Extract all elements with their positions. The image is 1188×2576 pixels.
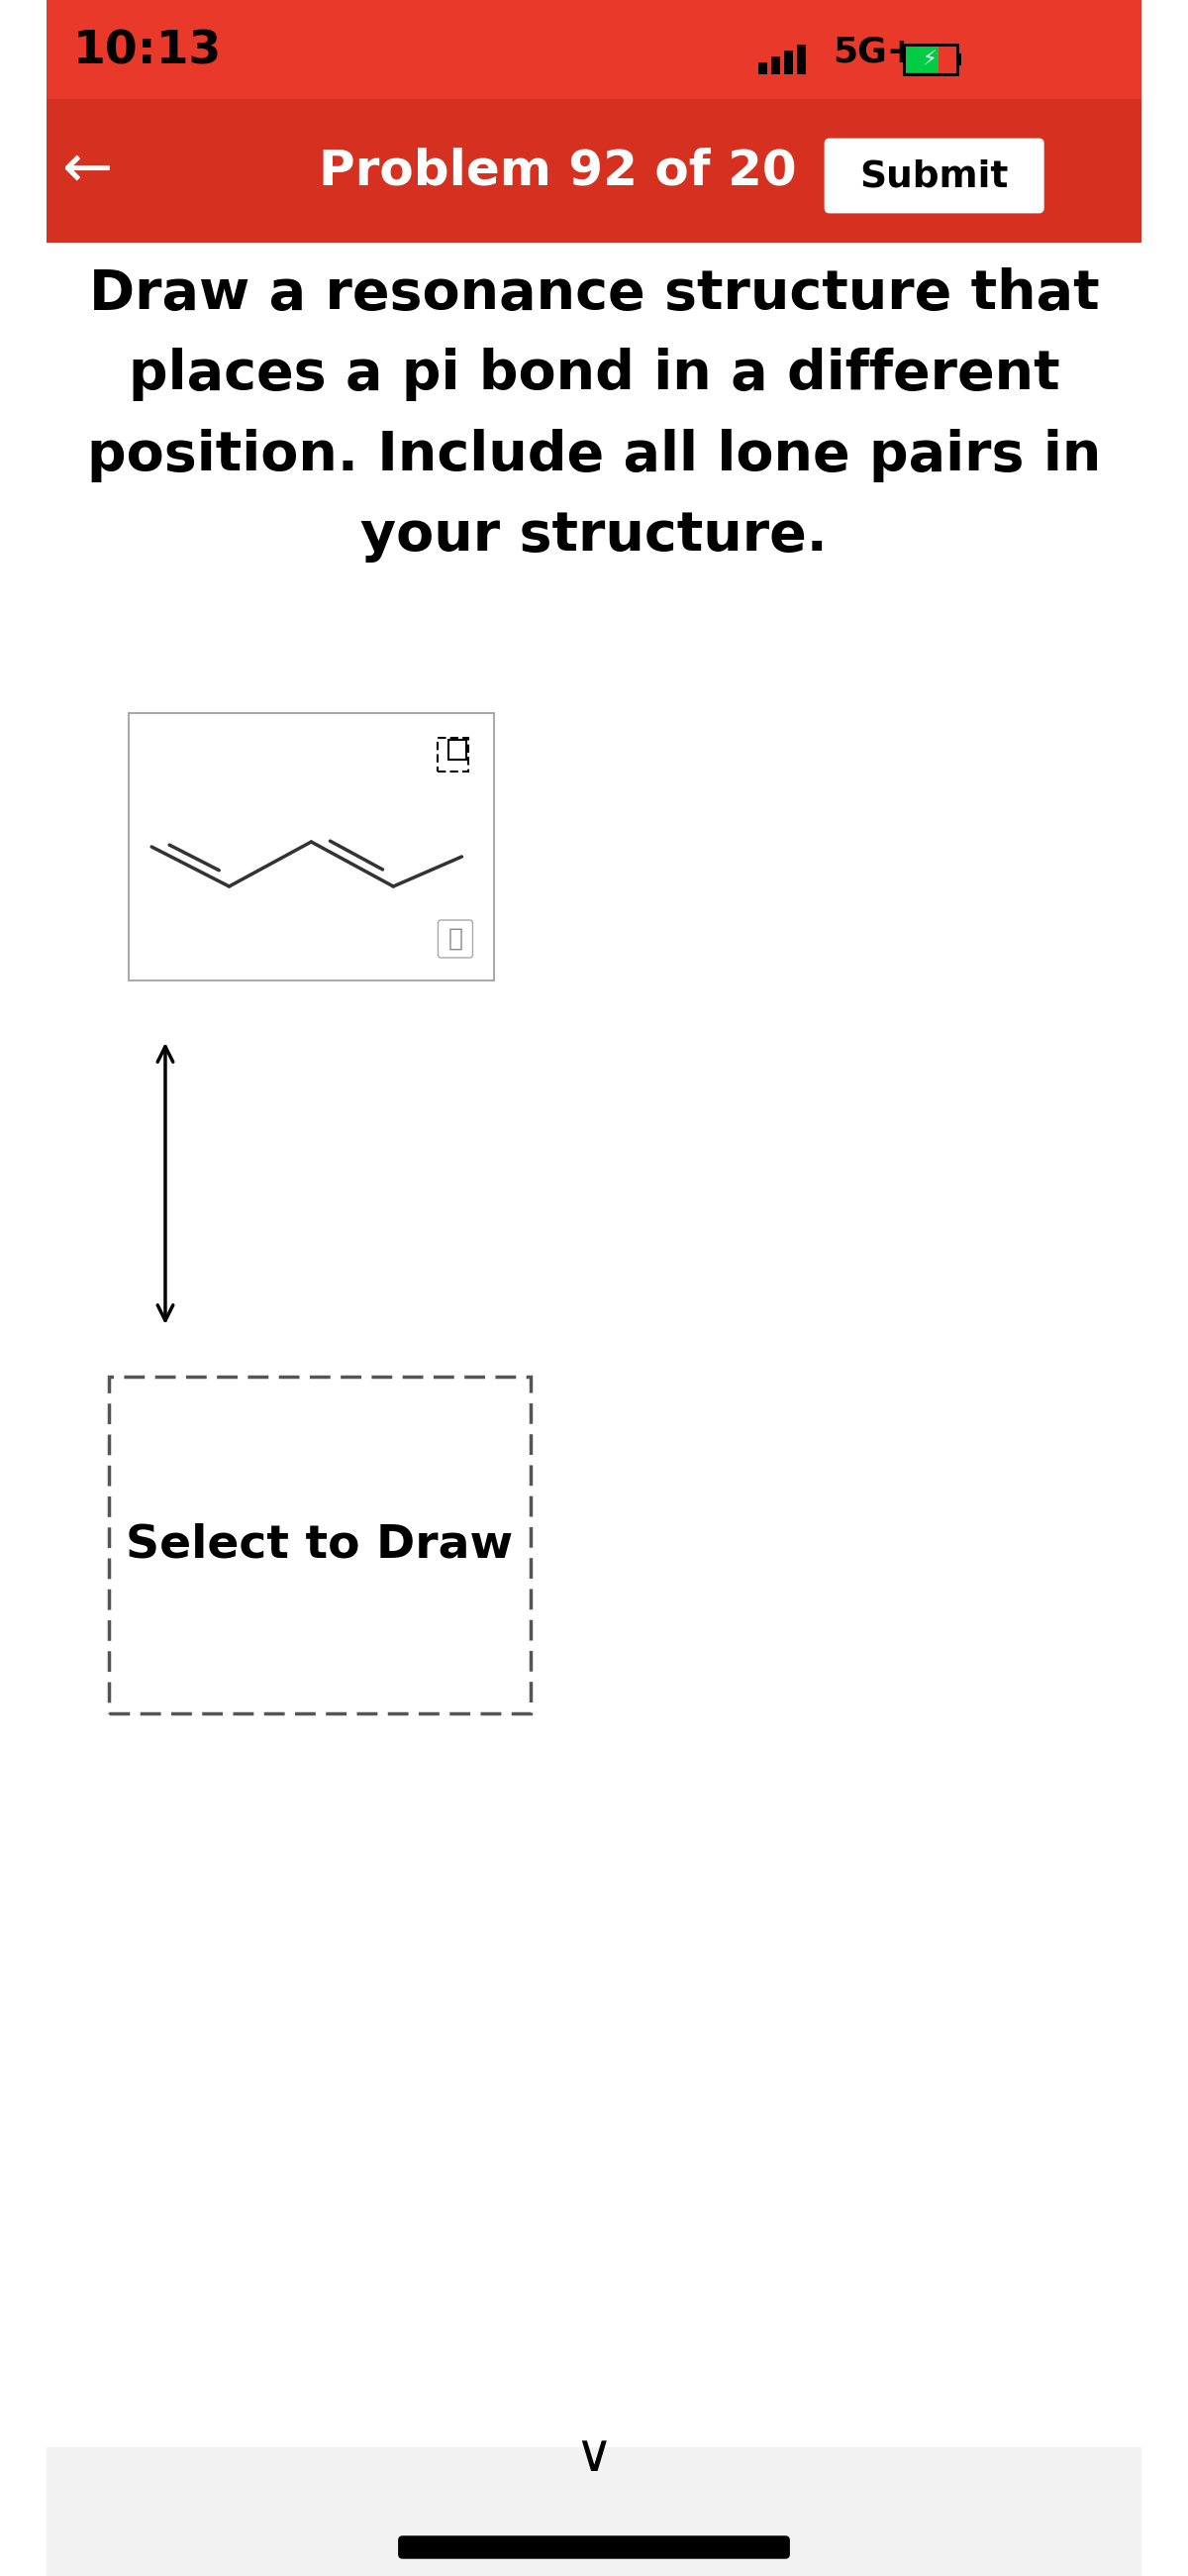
Bar <box>46 98 1142 242</box>
Bar <box>758 62 767 75</box>
Text: ⚡: ⚡ <box>922 49 937 70</box>
FancyBboxPatch shape <box>826 139 1043 211</box>
FancyBboxPatch shape <box>399 2537 789 2558</box>
Text: ←: ← <box>63 142 113 201</box>
Text: Select to Draw: Select to Draw <box>126 1522 513 1566</box>
Text: 5G+: 5G+ <box>833 33 917 70</box>
Bar <box>437 737 468 773</box>
Bar <box>906 46 939 72</box>
Bar <box>904 44 958 75</box>
Bar <box>46 0 1142 98</box>
Text: Draw a resonance structure that
places a pi bond in a different
position. Includ: Draw a resonance structure that places a… <box>87 268 1101 562</box>
Bar <box>448 739 467 760</box>
Text: ⌕: ⌕ <box>448 927 463 951</box>
Text: Problem 92 of 20: Problem 92 of 20 <box>318 147 796 196</box>
Bar <box>46 2447 1142 2576</box>
Bar <box>796 44 805 75</box>
FancyBboxPatch shape <box>438 920 473 958</box>
Text: ∨: ∨ <box>575 2429 613 2481</box>
Bar <box>109 1376 530 1713</box>
Text: Submit: Submit <box>860 160 1009 193</box>
Bar <box>128 714 494 981</box>
Bar <box>771 57 781 75</box>
Bar <box>784 52 792 75</box>
Text: 10:13: 10:13 <box>72 28 221 75</box>
Bar <box>958 54 961 64</box>
